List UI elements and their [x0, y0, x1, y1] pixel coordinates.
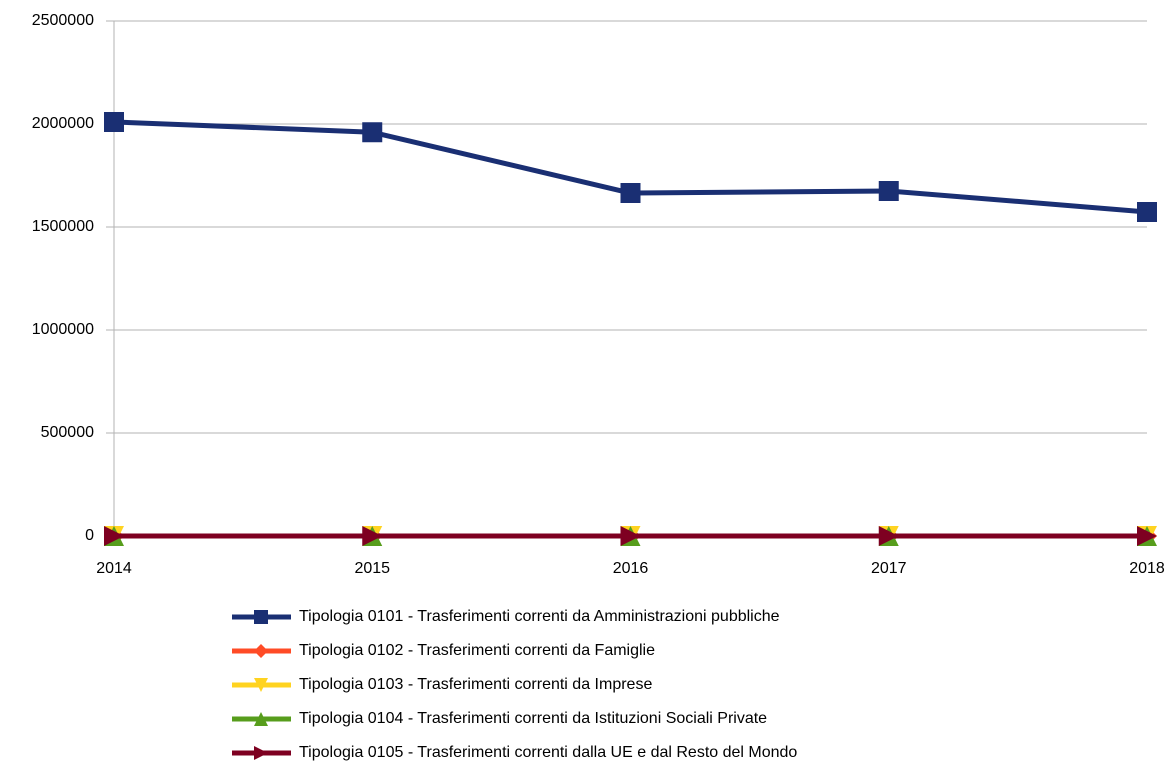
- marker: [104, 526, 124, 546]
- x-tick-label: 2015: [354, 560, 390, 577]
- marker: [620, 526, 641, 546]
- y-tick-label: 1500000: [32, 218, 94, 235]
- legend-marker: [254, 678, 268, 692]
- marker: [362, 122, 383, 143]
- legend-label: Tipologia 0101 - Trasferimenti correnti …: [299, 608, 780, 625]
- marker: [620, 183, 641, 204]
- legend-label: Tipologia 0103 - Trasferimenti correnti …: [299, 676, 652, 693]
- x-tick-label: 2017: [871, 560, 907, 577]
- marker: [878, 180, 899, 201]
- x-tick-label: 2014: [96, 560, 132, 577]
- marker: [1137, 526, 1157, 546]
- legend-label: Tipologia 0104 - Trasferimenti correnti …: [299, 710, 767, 727]
- marker: [104, 111, 124, 132]
- marker: [362, 526, 383, 546]
- y-tick-label: 2500000: [32, 12, 94, 29]
- marker: [1137, 201, 1157, 222]
- legend-marker: [254, 746, 268, 760]
- y-tick-label: 0: [85, 527, 94, 544]
- legend-label: Tipologia 0102 - Trasferimenti correnti …: [299, 642, 655, 659]
- legend-marker: [254, 644, 268, 658]
- marker: [878, 526, 899, 546]
- y-tick-label: 2000000: [32, 115, 94, 132]
- x-tick-label: 2016: [613, 560, 649, 577]
- legend-marker: [254, 610, 268, 624]
- y-tick-label: 500000: [41, 424, 94, 441]
- y-tick-label: 1000000: [32, 321, 94, 338]
- legend-marker: [254, 712, 268, 726]
- x-tick-label: 2018: [1129, 560, 1165, 577]
- legend-label: Tipologia 0105 - Trasferimenti correnti …: [299, 744, 797, 761]
